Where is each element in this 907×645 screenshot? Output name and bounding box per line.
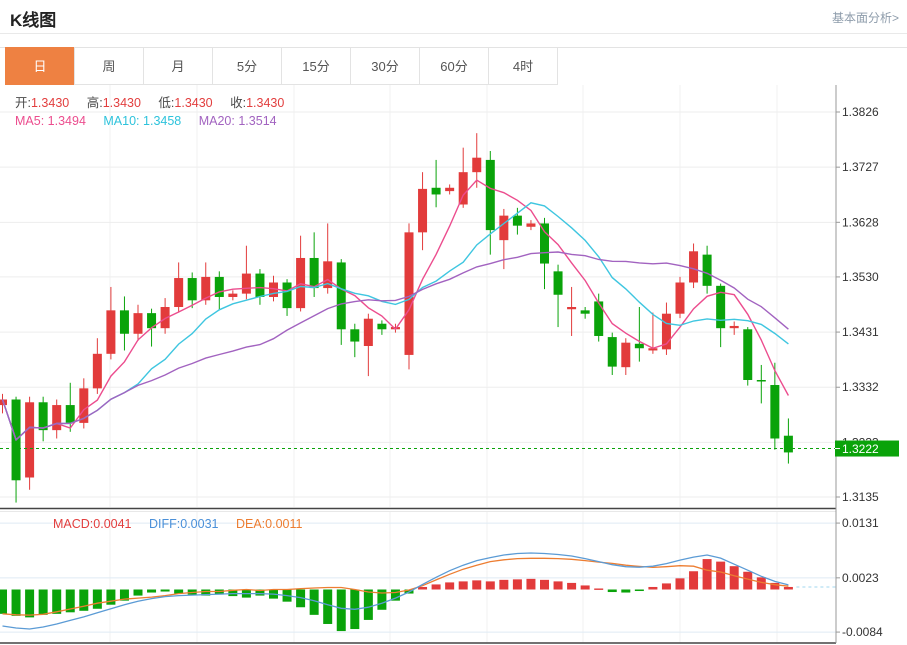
- tab-30min[interactable]: 30分: [350, 47, 420, 85]
- candlesticks: [0, 133, 793, 503]
- ohlc-high: 高:1.3430: [86, 96, 141, 110]
- period-tabs: 日 周 月 5分 15分 30分 60分 4时: [5, 47, 558, 85]
- price-axis: 1.3826 1.3727 1.3628 1.3530 1.3431 1.3332 1.32…: [835, 85, 879, 643]
- tab-week[interactable]: 周: [74, 47, 144, 85]
- svg-text:1.3727: 1.3727: [842, 160, 879, 174]
- dea-value: DEA:0.0011: [235, 517, 303, 531]
- macd-value: MACD:0.0041: [53, 517, 132, 531]
- header-divider: [0, 33, 907, 34]
- tab-60min[interactable]: 60分: [419, 47, 489, 85]
- ohlc-legend: 开:1.3430 高:1.3430 低:1.3430 收:1.3430: [15, 92, 298, 111]
- svg-text:1.3222: 1.3222: [842, 442, 879, 456]
- ohlc-low: 低:1.3430: [158, 96, 213, 110]
- current-price-badge: 1.3222: [835, 440, 899, 457]
- svg-text:1.3530: 1.3530: [842, 270, 879, 284]
- dea-line: [2, 557, 789, 616]
- ma20-value: MA20: 1.3514: [198, 114, 277, 128]
- ma5-value: MA5: 1.3494: [15, 114, 86, 128]
- ma-legend: MA5: 1.3494 MA10: 1.3458 MA20: 1.3514: [15, 114, 291, 128]
- ma10-line: [1, 202, 789, 442]
- svg-text:-0.0084: -0.0084: [842, 625, 883, 639]
- grid-lines: [0, 85, 836, 643]
- svg-text:1.3628: 1.3628: [842, 215, 879, 229]
- page-title: K线图: [10, 11, 57, 30]
- ma5-line: [1, 179, 790, 442]
- svg-text:0.0131: 0.0131: [842, 516, 879, 530]
- svg-text:1.3332: 1.3332: [842, 380, 879, 394]
- panel-borders: [0, 507, 836, 644]
- svg-text:1.3826: 1.3826: [842, 105, 879, 119]
- fundamental-analysis-link[interactable]: 基本面分析>: [831, 11, 899, 25]
- ohlc-open: 开:1.3430: [15, 96, 70, 110]
- diff-line: [2, 552, 789, 630]
- macd-legend: MACD:0.0041 DIFF:0.0031 DEA:0.0011: [53, 517, 316, 531]
- svg-text:1.3431: 1.3431: [842, 325, 879, 339]
- macd-axis: 0.0131 0.0023 -0.0084: [836, 516, 883, 639]
- tab-5min[interactable]: 5分: [212, 47, 282, 85]
- ma20-line: [1, 251, 789, 442]
- tab-4hour[interactable]: 4时: [488, 47, 558, 85]
- ohlc-close: 收:1.3430: [230, 96, 285, 110]
- diff-value: DIFF:0.0031: [149, 517, 219, 531]
- macd-histogram: [0, 559, 793, 632]
- svg-text:0.0023: 0.0023: [842, 571, 879, 585]
- tab-day[interactable]: 日: [5, 47, 75, 85]
- ma10-value: MA10: 1.3458: [103, 114, 182, 128]
- svg-text:1.3135: 1.3135: [842, 490, 879, 504]
